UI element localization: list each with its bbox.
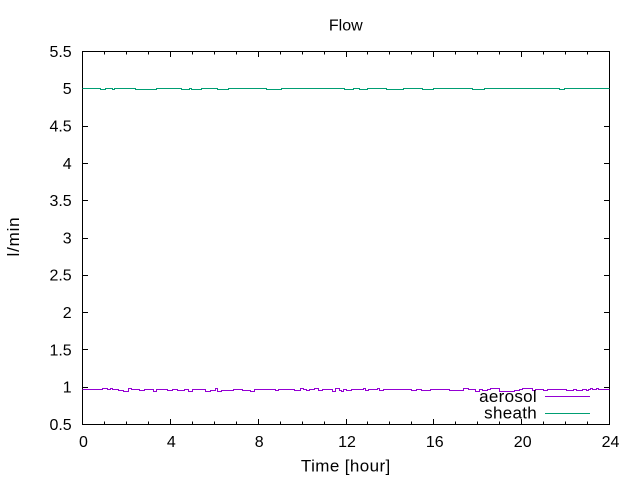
svg-text:3.5: 3.5 (49, 193, 71, 210)
svg-text:1: 1 (63, 380, 72, 397)
svg-text:Time [hour]: Time [hour] (301, 457, 391, 476)
svg-text:5: 5 (63, 81, 72, 98)
svg-text:3: 3 (63, 230, 72, 247)
svg-text:20: 20 (514, 434, 532, 451)
svg-text:2: 2 (63, 305, 72, 322)
svg-text:4: 4 (63, 156, 72, 173)
svg-text:24: 24 (602, 434, 620, 451)
svg-text:Flow: Flow (329, 18, 363, 35)
svg-text:4.5: 4.5 (49, 119, 71, 136)
svg-text:0: 0 (79, 434, 88, 451)
svg-text:2.5: 2.5 (49, 268, 71, 285)
svg-text:4: 4 (167, 434, 176, 451)
svg-text:1.5: 1.5 (49, 342, 71, 359)
svg-text:sheath: sheath (484, 403, 537, 422)
svg-text:5.5: 5.5 (49, 44, 71, 61)
svg-text:0.5: 0.5 (49, 417, 71, 434)
svg-text:12: 12 (338, 434, 356, 451)
svg-text:16: 16 (426, 434, 444, 451)
svg-text:aerosol: aerosol (479, 387, 537, 406)
svg-text:l/min: l/min (4, 217, 23, 257)
svg-text:8: 8 (255, 434, 264, 451)
